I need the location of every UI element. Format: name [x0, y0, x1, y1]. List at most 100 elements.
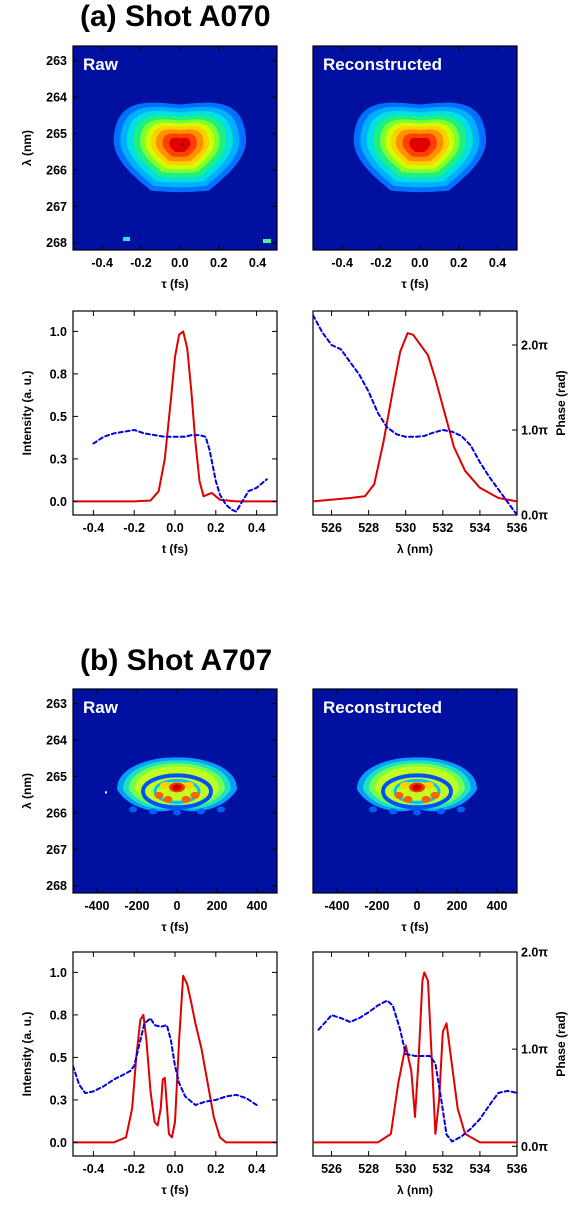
- heatmap-a_raw: Raw -0.4 -0.2 0.0 0.2 0.4 τ (fs) 263 264 265 266 26…: [20, 45, 278, 291]
- y-tick-label: 267: [46, 843, 67, 857]
- phase-curve: [313, 314, 517, 515]
- y-tick-label: 268: [46, 236, 67, 250]
- y-tick-label: 266: [46, 163, 67, 177]
- fringe-ring: [141, 773, 213, 810]
- peak-core: [172, 784, 182, 791]
- x-tick-label: 0.4: [248, 1162, 265, 1176]
- x-tick-label: 0.2: [210, 256, 227, 270]
- y-tick-label: 263: [46, 54, 67, 68]
- lineplot-b_time: -0.4 -0.2 0.0 0.2 0.4 τ (fs) 0.0 0.3 0.5 0.8 1.0 In…: [20, 951, 278, 1197]
- x-tick-label: 0.4: [249, 256, 266, 270]
- x-tick-label: 532: [432, 1162, 453, 1176]
- section-a-title: (a) Shot A070: [80, 0, 271, 33]
- y-tick-label: 0.5: [50, 410, 67, 424]
- noise-speck: [105, 791, 107, 794]
- fringe-ring: [381, 773, 453, 810]
- section-b-title: (b) Shot A707: [80, 644, 272, 677]
- fringe-spot: [457, 806, 465, 813]
- plot-area: Raw -0.4 -0.2 0.0 0.2 0.4 τ (fs) 263 264 265 266 26…: [20, 45, 568, 1197]
- fringe-lobe: [181, 795, 191, 803]
- plot-frame: [312, 310, 518, 516]
- lineplot-a_time: -0.4 -0.2 0.0 0.2 0.4 t (fs) 0.0 0.3 0.5 0.8 1.0 In…: [20, 310, 278, 556]
- fringe-spot: [437, 808, 445, 815]
- x-tick-label: -0.2: [123, 1162, 145, 1176]
- intensity-curve: [73, 330, 277, 503]
- x-tick-label: 534: [469, 521, 490, 535]
- y-tick-label: 1.0: [50, 325, 67, 339]
- y-axis-label: λ (nm): [20, 773, 34, 809]
- phase-curve: [317, 999, 517, 1143]
- fringe-spot: [197, 808, 205, 815]
- heatmap-label: Reconstructed: [323, 55, 442, 74]
- noise-speck: [123, 237, 130, 241]
- x-tick-label: -0.4: [83, 521, 105, 535]
- x-tick-label: -0.2: [123, 521, 145, 535]
- fringe-lobe: [394, 791, 404, 799]
- fringe-spot: [173, 809, 181, 816]
- y-axis-label: Intensity (a. u.): [20, 1012, 34, 1097]
- x-tick-label: 536: [507, 521, 528, 535]
- intensity-contour: [169, 137, 191, 152]
- fringe-spot: [389, 808, 397, 815]
- x-tick-label: -400: [84, 899, 109, 913]
- x-axis-label: τ (fs): [401, 277, 428, 291]
- y-axis-label: λ (nm): [20, 130, 34, 166]
- x-axis-label: τ (fs): [161, 1183, 188, 1197]
- y-tick-label: 0.8: [50, 1008, 67, 1022]
- fringe-lobe: [190, 791, 200, 799]
- y2-tick-label: 0.0π: [521, 509, 548, 523]
- y-tick-label: 263: [46, 697, 67, 711]
- intensity-contour: [409, 137, 431, 152]
- x-tick-label: 400: [487, 899, 508, 913]
- y-tick-label: 266: [46, 806, 67, 820]
- y-tick-label: 0.5: [50, 1051, 67, 1065]
- x-tick-label: 528: [358, 521, 379, 535]
- traces: [313, 314, 517, 515]
- heatmap-trace: [353, 102, 487, 193]
- plot-frame: [312, 688, 518, 894]
- heatmap-trace: [113, 102, 271, 243]
- y-tick-label: 268: [46, 879, 67, 893]
- y-tick-label: 0.0: [50, 495, 67, 509]
- fringe-lobe: [430, 791, 440, 799]
- x-axis-label: t (fs): [162, 542, 188, 556]
- lineplot-a_spec: 526 528 530 532 534 536 λ (nm) 0.0π 1.0π 2.0π Phas…: [312, 310, 568, 556]
- peak-core: [412, 784, 422, 791]
- fringe-lobe: [400, 781, 410, 789]
- y-tick-label: 267: [46, 200, 67, 214]
- phase-curve: [92, 429, 268, 513]
- x-axis-label: τ (fs): [161, 920, 188, 934]
- fringe-spot: [217, 806, 225, 813]
- x-tick-label: 400: [247, 899, 268, 913]
- y2-tick-label: 0.0π: [521, 1140, 548, 1154]
- heatmap-a_recon: Reconstructed -0.4 -0.2 0.0 0.2 0.4 τ (fs): [312, 45, 518, 291]
- plot-frame: [312, 45, 518, 251]
- fringe-lobe: [160, 781, 170, 789]
- x-tick-label: 0: [174, 899, 181, 913]
- plot-frame: [72, 310, 278, 516]
- heatmap-label: Reconstructed: [323, 698, 442, 717]
- fringe-lobe: [421, 795, 431, 803]
- x-tick-label: 0: [414, 899, 421, 913]
- x-tick-label: -0.4: [331, 256, 353, 270]
- intensity-curve: [313, 332, 517, 503]
- x-tick-label: -0.4: [83, 1162, 105, 1176]
- x-tick-label: 0.4: [489, 256, 506, 270]
- fringe-spot: [129, 806, 137, 813]
- x-tick-label: -0.2: [370, 256, 392, 270]
- y2-axis-label: Phase (rad): [554, 370, 568, 435]
- y-axis-label: Intensity (a. u.): [20, 371, 34, 456]
- heatmap-b_raw: Raw -400 -200 0 200 400 τ (fs) 263 264 265 266 267 2…: [20, 688, 278, 934]
- heatmap-label: Raw: [83, 698, 119, 717]
- traces: [313, 971, 517, 1144]
- noise-speck: [263, 239, 271, 243]
- y-tick-label: 264: [46, 91, 67, 105]
- plot-frame: [312, 951, 518, 1157]
- y2-tick-label: 2.0π: [521, 946, 548, 960]
- fringe-spot: [413, 809, 421, 816]
- x-tick-label: 526: [321, 1162, 342, 1176]
- x-tick-label: 528: [358, 1162, 379, 1176]
- x-tick-label: 0.0: [171, 256, 188, 270]
- x-tick-label: -400: [324, 899, 349, 913]
- heatmap-trace: [105, 757, 237, 816]
